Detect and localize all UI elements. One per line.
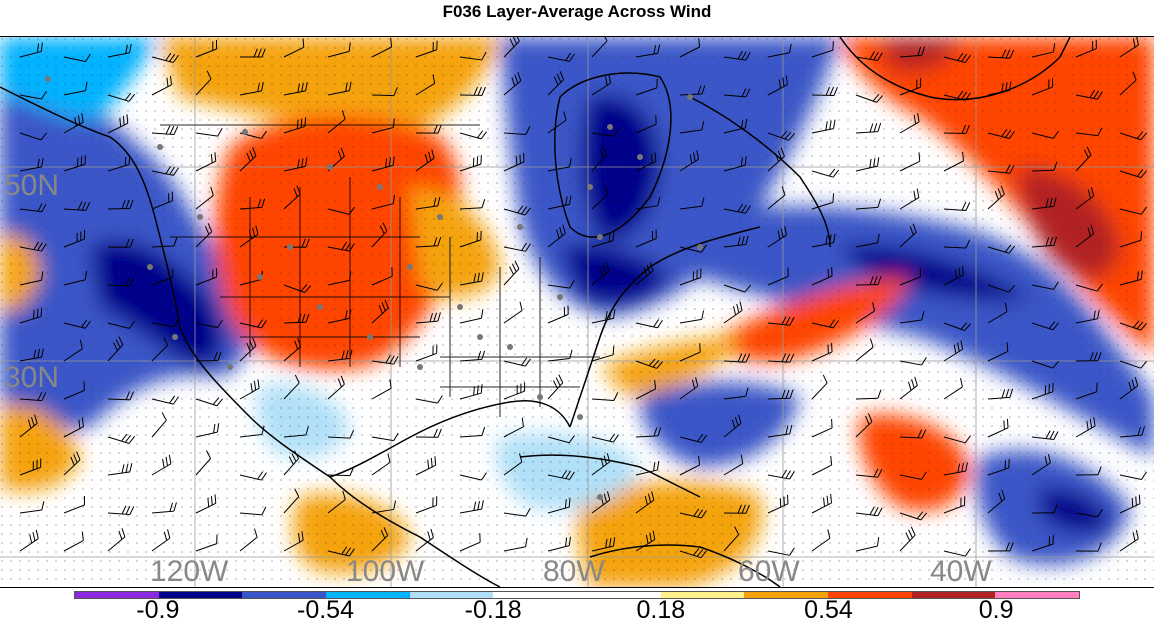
station-dot <box>537 394 543 400</box>
map-panel: 50N 30N 120W 100W 80W 60W 40W <box>0 36 1154 588</box>
station-dot <box>367 334 373 340</box>
map-field <box>0 37 1154 587</box>
colorbar-tick-label: -0.18 <box>465 597 522 623</box>
colorbar <box>74 591 1080 599</box>
station-dot <box>507 344 513 350</box>
colorbar-tick-label: 0.18 <box>636 597 685 623</box>
colorbar-tick-label: 0.54 <box>804 597 853 623</box>
station-dot <box>407 264 413 270</box>
station-dot <box>557 294 563 300</box>
stipple-overlay <box>0 37 1154 587</box>
station-dot <box>597 234 603 240</box>
lon-label-40w: 40W <box>930 557 992 587</box>
station-dot <box>287 244 293 250</box>
station-dot <box>587 184 593 190</box>
lat-label-30n: 30N <box>4 363 59 393</box>
lat-label-50n: 50N <box>4 171 59 201</box>
station-dot <box>197 214 203 220</box>
colorbar-tick-label: -0.54 <box>297 597 354 623</box>
station-dot <box>477 334 483 340</box>
station-dot <box>517 224 523 230</box>
station-dot <box>687 94 693 100</box>
station-dot <box>697 244 703 250</box>
station-dot <box>577 414 583 420</box>
station-dot <box>597 494 603 500</box>
station-dot <box>242 129 248 135</box>
station-dot <box>377 184 383 190</box>
station-dot <box>227 364 233 370</box>
station-dot <box>637 154 643 160</box>
colorbar-tick-label: 0.9 <box>979 597 1014 623</box>
lon-label-60w: 60W <box>738 557 800 587</box>
station-dot <box>417 364 423 370</box>
station-dot <box>457 304 463 310</box>
station-dot <box>172 334 178 340</box>
lon-label-120w: 120W <box>150 557 228 587</box>
station-dot <box>317 304 323 310</box>
lon-label-80w: 80W <box>543 557 605 587</box>
station-dot <box>607 124 613 130</box>
station-dot <box>327 164 333 170</box>
station-dot <box>147 264 153 270</box>
station-dot <box>257 274 263 280</box>
station-dot <box>157 144 163 150</box>
chart-title: F036 Layer-Average Across Wind <box>0 0 1154 30</box>
station-dot <box>437 214 443 220</box>
colorbar-tick-label: -0.9 <box>136 597 179 623</box>
lon-label-100w: 100W <box>346 557 424 587</box>
station-dot <box>45 76 51 82</box>
